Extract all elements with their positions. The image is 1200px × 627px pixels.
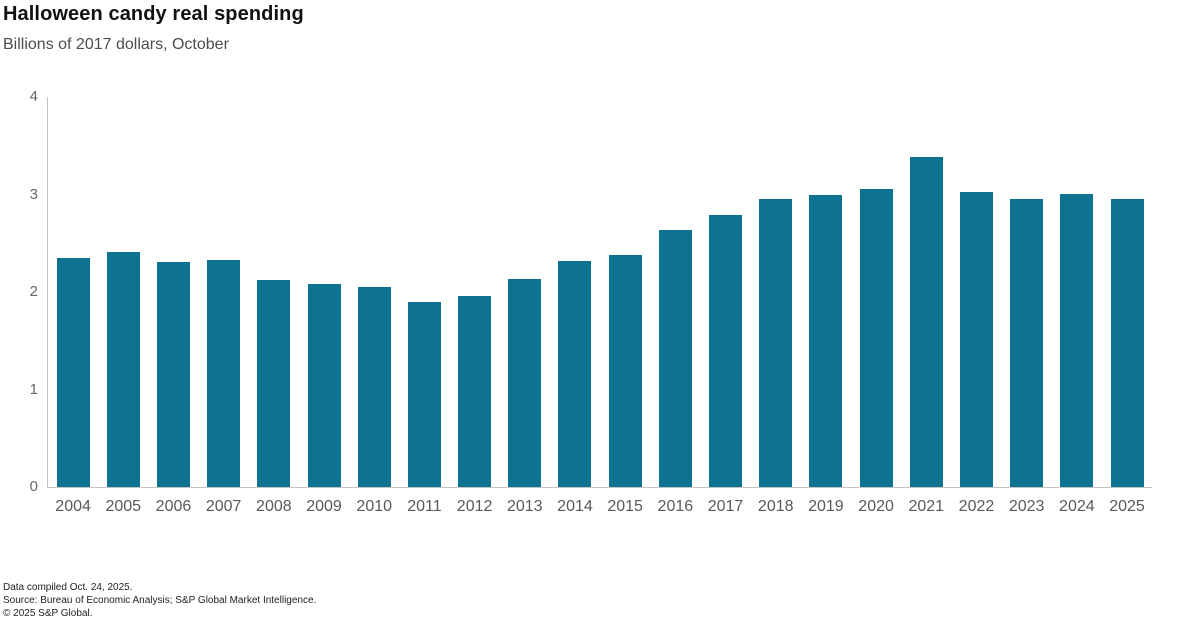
bar-slot-2022 (951, 97, 1001, 487)
bar-2019 (809, 195, 843, 487)
bar-slot-2004 (48, 97, 98, 487)
x-tick-2023: 2023 (1008, 498, 1045, 515)
x-axis-tick-labels: 2004 2005 2006 2007 2008 2009 2010 2011 2012 2013… (48, 497, 1152, 516)
x-tick-2004: 2004 (55, 498, 91, 515)
bar-2012 (458, 295, 492, 487)
x-tick-2009: 2009 (306, 498, 342, 515)
bar-2021 (909, 157, 943, 487)
bar-slot-2006 (148, 97, 198, 487)
x-tick-2008: 2008 (256, 498, 292, 515)
bar-slot-2019 (801, 97, 851, 487)
bar-2015 (608, 254, 642, 487)
bar-2011 (407, 301, 441, 487)
bar-2005 (106, 252, 140, 487)
x-tick-2020: 2020 (858, 498, 894, 515)
x-axis-line (47, 487, 1152, 488)
bar-2004 (56, 257, 90, 487)
bar-2016 (658, 229, 692, 487)
bar-slot-2021 (901, 97, 951, 487)
chart-footnotes: Data compiled Oct. 24, 2025. Source: Bur… (3, 581, 316, 620)
bar-2009 (307, 284, 341, 487)
x-tick-2022: 2022 (958, 498, 995, 515)
bar-slot-2024 (1052, 97, 1102, 487)
bar-2025 (1110, 199, 1144, 487)
bar-slot-2014 (550, 97, 600, 487)
bar-2006 (156, 261, 190, 487)
x-tick-2011: 2011 (407, 498, 442, 515)
bar-slot-2007 (199, 97, 249, 487)
bar-slot-2008 (249, 97, 299, 487)
x-tick-2013: 2013 (506, 498, 543, 515)
bar-2020 (859, 188, 893, 487)
bar-2018 (759, 199, 793, 487)
x-tick-2006: 2006 (155, 498, 192, 515)
bar-slot-2005 (98, 97, 148, 487)
y-tick-1: 1 (29, 380, 38, 398)
bar-slot-2016 (650, 97, 700, 487)
bar-slot-2010 (349, 97, 399, 487)
footnote-compiled: Data compiled Oct. 24, 2025. (3, 582, 133, 593)
y-axis-line (47, 97, 48, 487)
bar-slot-2020 (851, 97, 901, 487)
chart-subtitle: Billions of 2017 dollars, October (3, 36, 229, 53)
x-tick-2007: 2007 (205, 498, 242, 515)
x-tick-2012: 2012 (456, 498, 493, 515)
x-tick-2014: 2014 (557, 498, 593, 515)
bar-2010 (357, 287, 391, 487)
footnote-copyright: © 2025 S&P Global. (3, 608, 93, 619)
x-tick-2021: 2021 (908, 498, 945, 515)
y-tick-3: 3 (29, 185, 38, 203)
bar-2017 (709, 214, 743, 487)
bar-slot-2018 (751, 97, 801, 487)
bar-slot-2023 (1002, 97, 1052, 487)
chart-header: Halloween candy real spending Billions o… (3, 2, 304, 54)
bar-slot-2013 (500, 97, 550, 487)
x-tick-2016: 2016 (657, 498, 694, 515)
bar-2014 (558, 260, 592, 487)
chart-title: Halloween candy real spending (3, 3, 304, 25)
bar-slot-2015 (600, 97, 650, 487)
bar-slot-2025 (1102, 97, 1152, 487)
x-tick-2018: 2018 (757, 498, 794, 515)
bar-slot-2017 (700, 97, 750, 487)
x-tick-2025: 2025 (1109, 498, 1145, 515)
x-tick-2024: 2024 (1059, 498, 1095, 515)
y-tick-4: 4 (29, 88, 38, 105)
y-axis-tick-labels: 0 1 2 3 4 (0, 88, 38, 495)
bar-2013 (508, 279, 542, 487)
bar-2023 (1010, 199, 1044, 487)
footnote-source: Source: Bureau of Economic Analysis; S&P… (3, 595, 317, 606)
bar-2008 (257, 280, 291, 487)
bar-slot-2009 (299, 97, 349, 487)
x-tick-2005: 2005 (105, 498, 142, 515)
bar-2022 (959, 191, 993, 487)
x-tick-2019: 2019 (808, 498, 844, 515)
bar-series (48, 97, 1152, 487)
x-tick-2015: 2015 (607, 498, 643, 515)
x-tick-2017: 2017 (707, 498, 744, 515)
bar-2024 (1060, 193, 1094, 487)
bar-2007 (207, 259, 241, 487)
y-tick-2: 2 (29, 283, 38, 300)
bar-slot-2011 (399, 97, 449, 487)
bar-slot-2012 (450, 97, 500, 487)
x-tick-2010: 2010 (356, 498, 393, 515)
y-tick-0: 0 (29, 478, 38, 495)
